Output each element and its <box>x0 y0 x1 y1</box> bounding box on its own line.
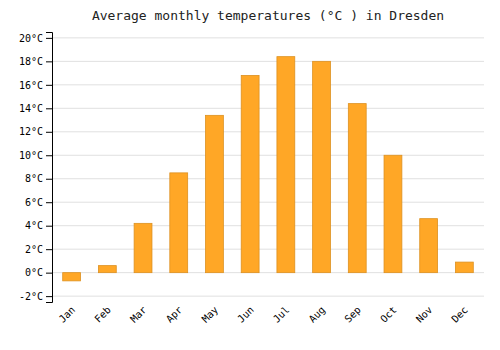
y-tick-mark <box>46 85 52 86</box>
bar <box>170 173 188 273</box>
y-tick-mark <box>46 132 52 133</box>
y-tick-label: 4°C <box>25 220 43 231</box>
x-tick: Nov <box>414 304 435 325</box>
x-tick-label: Nov <box>414 304 435 325</box>
x-tick: May <box>200 304 221 325</box>
y-tick: 14°C <box>19 103 52 114</box>
x-tick-label: Jun <box>235 304 256 325</box>
bar <box>420 219 438 273</box>
y-tick: 16°C <box>19 80 52 91</box>
grid-line <box>52 296 484 297</box>
grid-line <box>52 178 484 179</box>
x-tick: Oct <box>378 304 399 325</box>
grid <box>52 38 484 296</box>
bar <box>98 266 116 273</box>
x-tick-label: May <box>200 304 221 325</box>
y-tick-mark <box>46 296 52 297</box>
y-tick-label: 12°C <box>19 126 43 137</box>
y-tick: 20°C <box>19 33 52 44</box>
x-tick: Jan <box>57 304 78 325</box>
grid-line <box>52 272 484 273</box>
x-tick-label: Feb <box>92 304 113 325</box>
x-tick-label: Jan <box>57 304 78 325</box>
y-tick-label: 6°C <box>25 197 43 208</box>
y-tick-mark <box>46 38 52 39</box>
y-tick-mark <box>46 61 52 62</box>
bar <box>384 155 402 272</box>
grid-line <box>52 249 484 250</box>
y-tick-mark <box>46 202 52 203</box>
x-tick: Mar <box>128 304 149 325</box>
y-tick-mark <box>46 108 52 109</box>
title: Average monthly temperatures (°C ) in Dr… <box>92 8 444 23</box>
x-tick: Jun <box>235 304 256 325</box>
bar <box>63 273 81 281</box>
grid-line <box>52 225 484 226</box>
y-axis: -2°C 0°C 2°C 4°C 6°C 8°C 10°C 12°C 14°C 16°C 18°C 2… <box>19 33 53 303</box>
bar <box>313 61 331 272</box>
y-tick: 8°C <box>25 173 52 184</box>
y-tick-label: 0°C <box>25 267 43 278</box>
y-tick-label: 20°C <box>19 33 43 44</box>
y-tick-mark <box>46 226 52 227</box>
y-tick-mark <box>46 249 52 250</box>
y-tick: -2°C <box>19 291 52 302</box>
bar <box>348 104 366 273</box>
grid-line <box>52 155 484 156</box>
y-tick: 18°C <box>19 56 52 67</box>
y-tick: 2°C <box>25 244 52 255</box>
y-axis-line <box>46 33 53 303</box>
y-tick-mark <box>46 179 52 180</box>
x-tick: Jul <box>271 304 292 325</box>
y-tick: 4°C <box>25 220 52 231</box>
y-tick-label: 8°C <box>25 173 43 184</box>
x-axis: Jan Feb Mar Apr May Jun Jul Aug Sep Oct Nov Dec <box>57 304 470 325</box>
y-tick-mark <box>46 273 52 274</box>
grid-line <box>52 84 484 85</box>
bar <box>277 57 295 273</box>
grid-line <box>52 61 484 62</box>
y-tick-label: -2°C <box>19 291 43 302</box>
x-tick-label: Oct <box>378 304 399 325</box>
y-tick: 0°C <box>25 267 52 278</box>
plot: -2°C 0°C 2°C 4°C 6°C 8°C 10°C 12°C 14°C 16°C 18°C 2… <box>19 33 484 325</box>
x-tick: Sep <box>342 304 363 325</box>
y-tick-label: 10°C <box>19 150 43 161</box>
y-tick-label: 2°C <box>25 244 43 255</box>
x-tick-label: Sep <box>342 304 363 325</box>
x-tick-label: Aug <box>307 304 328 325</box>
grid-line <box>52 202 484 203</box>
bar <box>134 223 152 272</box>
y-tick-mark <box>46 155 52 156</box>
x-tick-label: Jul <box>271 304 292 325</box>
grid-line <box>52 131 484 132</box>
bar <box>206 115 224 272</box>
x-tick: Aug <box>307 304 328 325</box>
x-tick: Dec <box>449 304 470 325</box>
x-tick-label: Dec <box>449 304 470 325</box>
y-tick-label: 14°C <box>19 103 43 114</box>
grid-line <box>52 108 484 109</box>
grid-line <box>52 37 484 38</box>
x-tick-label: Apr <box>164 304 185 325</box>
x-tick: Apr <box>164 304 185 325</box>
y-tick: 10°C <box>19 150 52 161</box>
bar <box>241 75 259 272</box>
x-tick-label: Mar <box>128 304 149 325</box>
x-tick: Feb <box>92 304 113 325</box>
y-tick-label: 18°C <box>19 56 43 67</box>
y-tick: 12°C <box>19 126 52 137</box>
y-tick-label: 16°C <box>19 80 43 91</box>
y-tick: 6°C <box>25 197 52 208</box>
bars <box>63 57 474 281</box>
chart: -2°C 0°C 2°C 4°C 6°C 8°C 10°C 12°C 14°C 16°C 18°C 2… <box>0 0 500 350</box>
bar <box>455 262 473 273</box>
